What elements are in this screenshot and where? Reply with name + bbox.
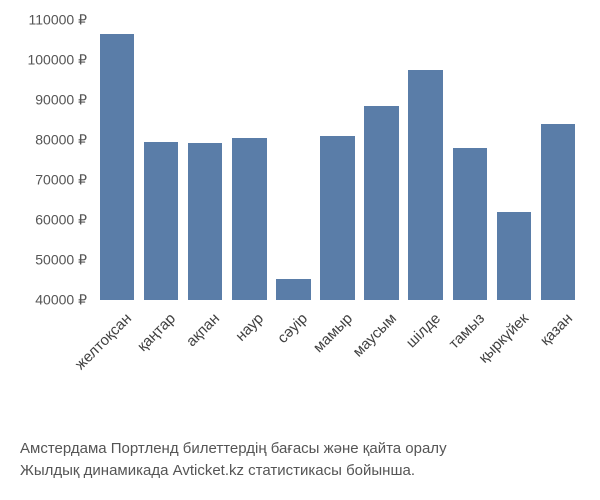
bar <box>541 124 575 300</box>
caption-line: Амстердама Портленд билеттердің бағасы ж… <box>20 438 447 460</box>
bar <box>232 138 266 300</box>
bar <box>188 143 222 300</box>
grid-line <box>95 100 580 101</box>
x-axis-labels: желтоқсанқаңтарақпаннаурсәуірмамырмаусым… <box>95 310 580 450</box>
y-tick-label: 70000 ₽ <box>35 172 87 189</box>
bar <box>408 70 442 300</box>
chart-caption: Амстердама Портленд билеттердің бағасы ж… <box>20 438 447 482</box>
grid-line <box>95 60 580 61</box>
plot-area <box>95 20 580 300</box>
bar <box>453 148 487 300</box>
bar <box>100 34 134 300</box>
y-tick-label: 110000 ₽ <box>29 12 87 29</box>
y-tick-label: 40000 ₽ <box>35 292 87 309</box>
bar <box>364 106 398 300</box>
bar <box>144 142 178 300</box>
y-tick-label: 100000 ₽ <box>27 52 87 69</box>
y-tick-label: 80000 ₽ <box>35 132 87 149</box>
price-chart: желтоқсанқаңтарақпаннаурсәуірмамырмаусым… <box>0 0 600 500</box>
y-tick-label: 90000 ₽ <box>35 92 87 109</box>
bar <box>276 279 310 300</box>
caption-line: Жылдық динамикада Avticket.kz статистика… <box>20 460 447 482</box>
bar <box>497 212 531 300</box>
grid-line <box>95 300 580 301</box>
y-tick-label: 50000 ₽ <box>35 252 87 269</box>
y-tick-label: 60000 ₽ <box>35 212 87 229</box>
bar <box>320 136 354 300</box>
grid-line <box>95 20 580 21</box>
